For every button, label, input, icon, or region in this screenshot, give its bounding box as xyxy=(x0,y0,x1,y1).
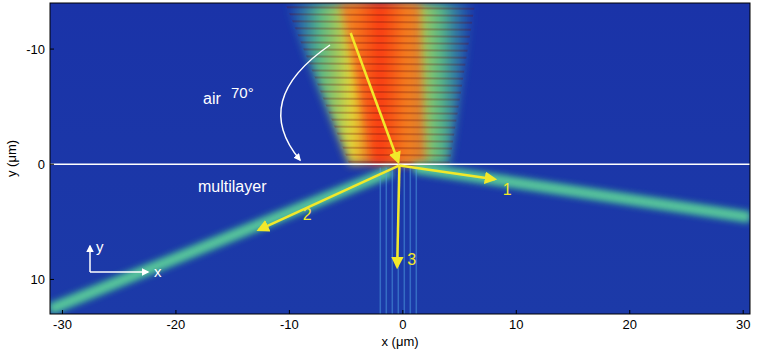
beam-stripe xyxy=(380,168,382,314)
fringe xyxy=(260,77,500,79)
x-tick xyxy=(743,310,744,314)
arrow xyxy=(397,165,399,266)
fringe xyxy=(260,161,500,163)
fringe xyxy=(260,70,500,72)
fringe xyxy=(260,147,500,149)
arrow xyxy=(399,165,494,179)
fringe xyxy=(260,63,500,65)
background xyxy=(50,3,750,314)
fringe xyxy=(260,105,500,107)
fringe xyxy=(260,28,500,30)
fringe xyxy=(260,56,500,58)
x-tick xyxy=(629,310,630,314)
coord-label: x xyxy=(154,263,162,280)
incident-beam xyxy=(260,3,500,164)
angle-arc xyxy=(281,45,330,160)
coord-arrow-x xyxy=(90,271,148,273)
fringe xyxy=(260,133,500,135)
plot-area xyxy=(50,3,750,314)
x-tick-label: 10 xyxy=(509,317,523,332)
fringe xyxy=(260,35,500,37)
y-axis-title: y (μm) xyxy=(4,140,19,177)
x-tick xyxy=(402,310,403,314)
fringe xyxy=(260,7,500,9)
fringe xyxy=(260,49,500,51)
fringes xyxy=(260,7,500,163)
region-label: multilayer xyxy=(198,178,267,195)
y-tick-label: 0 xyxy=(38,157,45,172)
arrow-label: 1 xyxy=(503,181,512,198)
coord-arrow-y xyxy=(89,246,91,272)
x-tick-label: -10 xyxy=(280,317,299,332)
arrow-label: 3 xyxy=(407,251,416,268)
beam-stripe xyxy=(386,168,388,314)
fringe xyxy=(260,98,500,100)
beam-stripe xyxy=(410,168,412,314)
arrow xyxy=(259,165,400,230)
x-tick-label: 0 xyxy=(399,317,406,332)
fringe xyxy=(260,91,500,93)
fringe xyxy=(260,140,500,142)
x-tick-label: 20 xyxy=(623,317,637,332)
fringe xyxy=(260,14,500,16)
y-tick xyxy=(50,279,54,280)
frame xyxy=(50,3,750,314)
beam-stripe xyxy=(404,168,406,314)
y-tick-label: -10 xyxy=(26,42,45,57)
arrow-label: 2 xyxy=(303,206,312,223)
x-tick xyxy=(516,310,517,314)
x-axis-title: x (μm) xyxy=(381,334,418,349)
x-tick xyxy=(289,310,290,314)
fringe xyxy=(260,21,500,23)
fringe xyxy=(260,84,500,86)
y-tick xyxy=(50,164,54,165)
y-tick xyxy=(50,49,54,50)
region-label: air xyxy=(203,90,221,107)
fringe xyxy=(260,119,500,121)
beam-stripe xyxy=(416,168,418,314)
x-tick xyxy=(62,310,63,314)
figure: 1 2 3 70° air multilayer x y -30 -20 -10 0 10 20 30 -10… xyxy=(0,0,757,354)
x-tick-label: 30 xyxy=(736,317,750,332)
fringe xyxy=(260,42,500,44)
x-tick xyxy=(175,310,176,314)
coord-label: y xyxy=(96,238,104,255)
arrow xyxy=(351,33,399,162)
x-tick-label: -20 xyxy=(167,317,186,332)
y-tick-label: 10 xyxy=(31,272,45,287)
angle-label: 70° xyxy=(231,84,254,101)
x-tick-label: -30 xyxy=(53,317,72,332)
beam-stripe xyxy=(392,168,394,314)
fringe xyxy=(260,126,500,128)
